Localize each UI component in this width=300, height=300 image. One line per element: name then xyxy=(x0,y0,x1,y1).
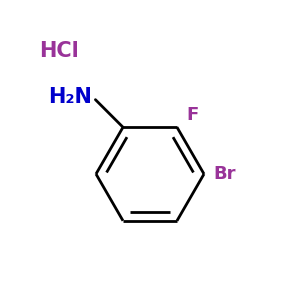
Text: H₂N: H₂N xyxy=(49,87,92,107)
Text: HCl: HCl xyxy=(39,41,79,61)
Text: Br: Br xyxy=(213,165,236,183)
Text: F: F xyxy=(186,106,198,124)
